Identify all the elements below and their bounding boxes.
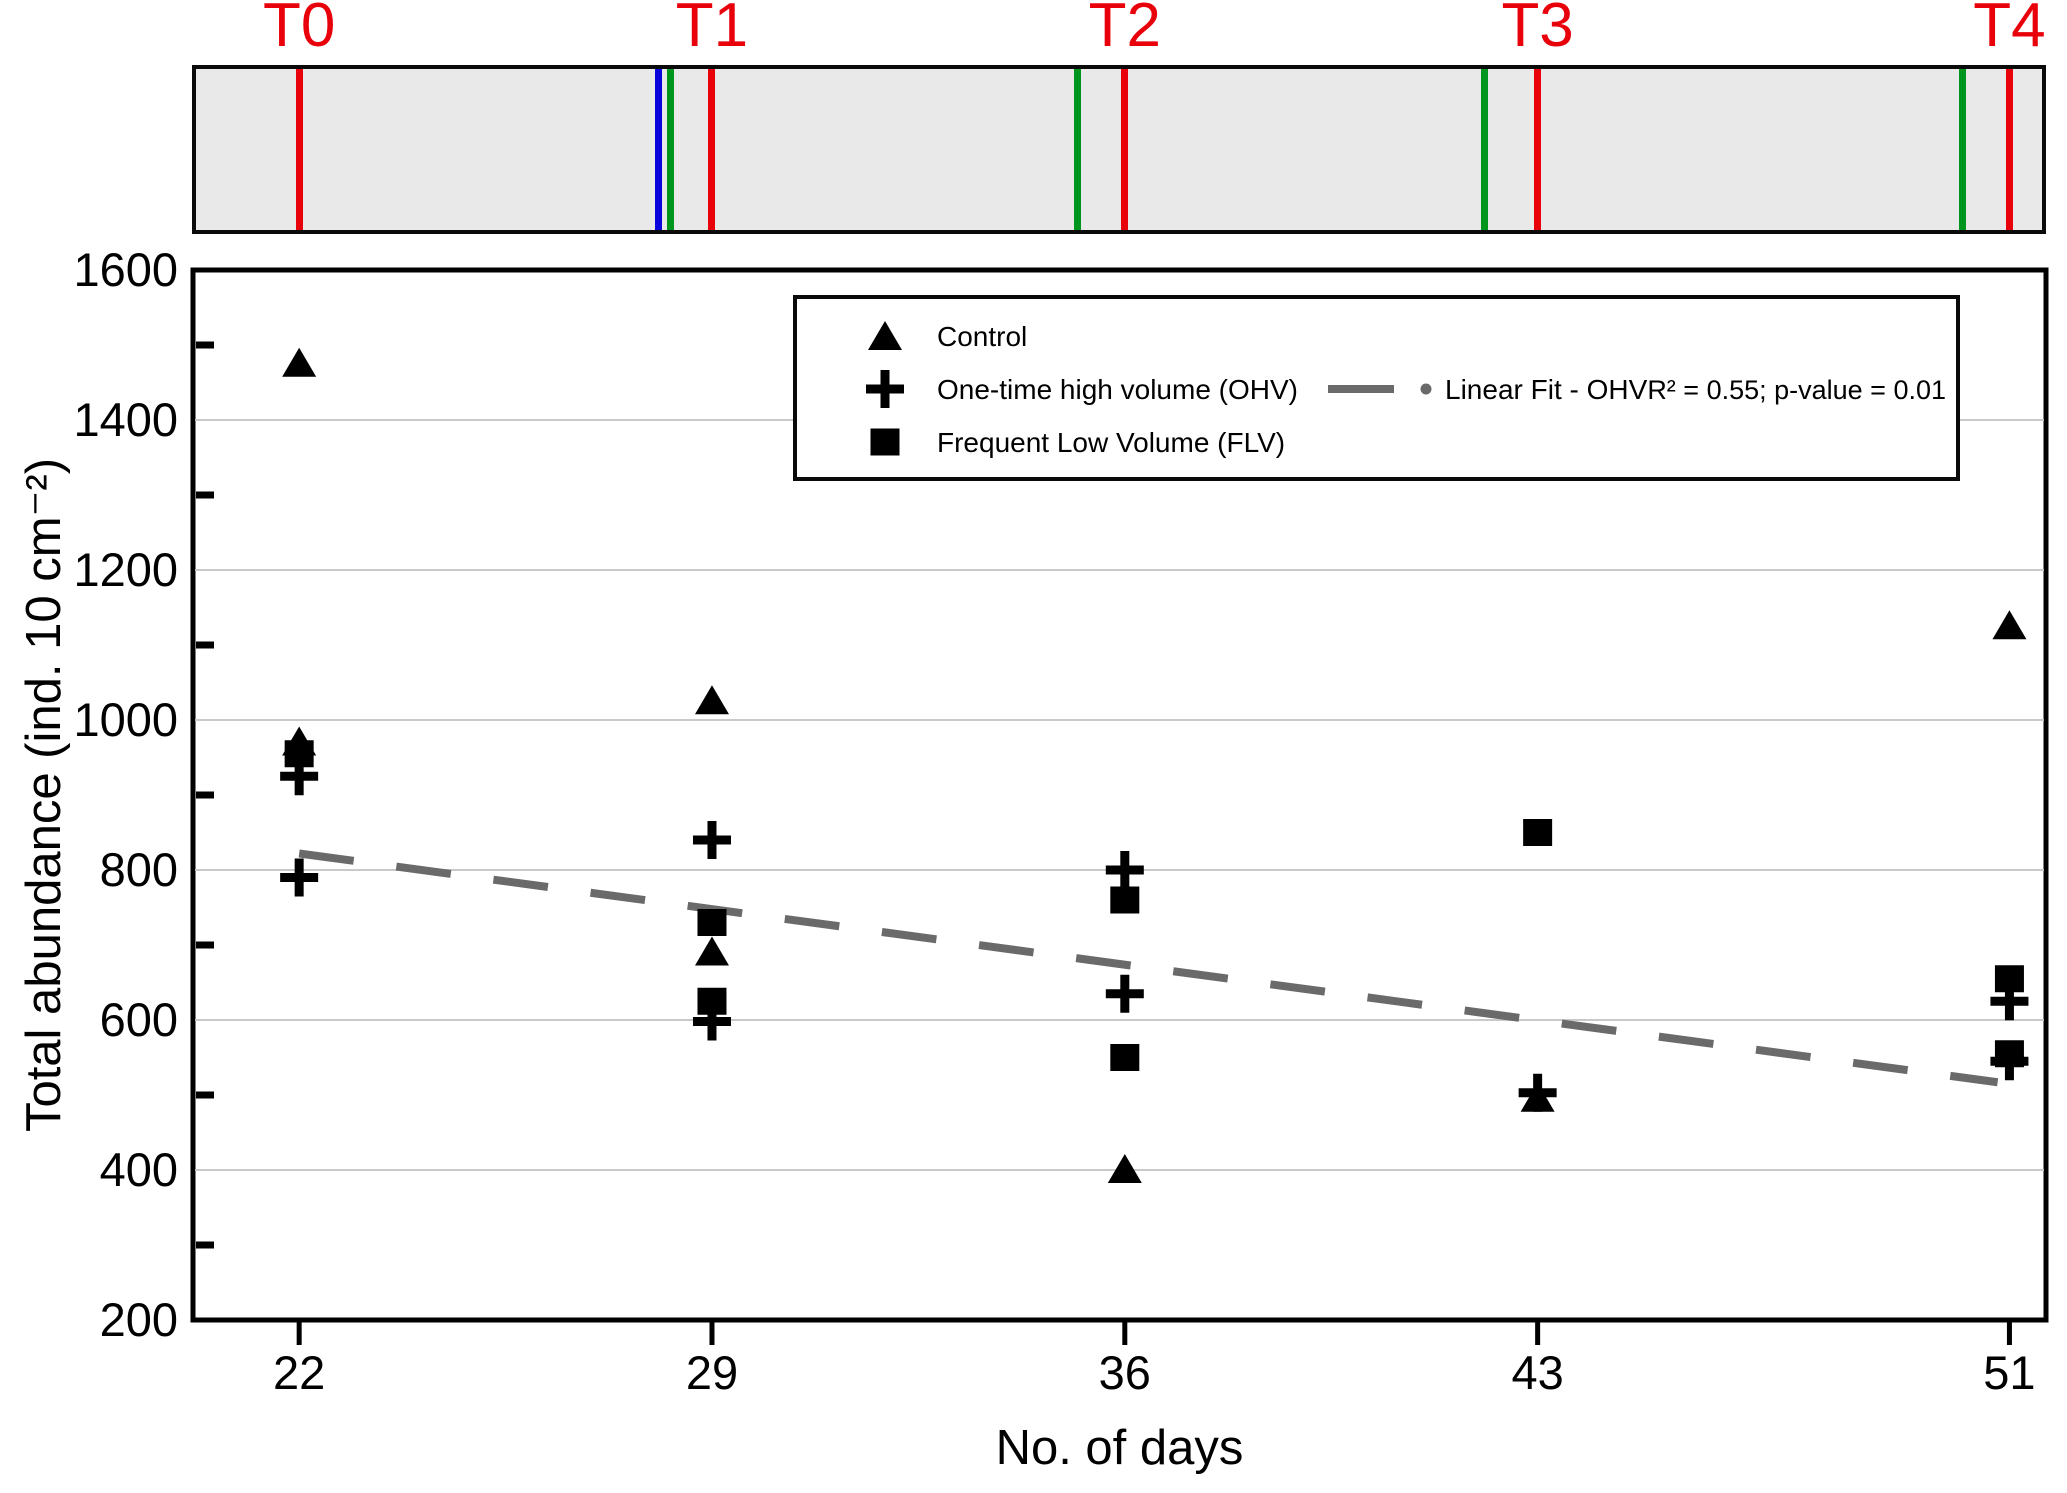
- experiment-timeline-bar: [192, 65, 2046, 234]
- sampling-line: [1534, 69, 1542, 230]
- marker-triangle: [694, 936, 729, 966]
- y-tick-label-1600: 1600: [73, 243, 178, 296]
- marker-square: [1523, 819, 1553, 846]
- x-tick-label-36: 36: [1098, 1346, 1151, 1399]
- marker-triangle: [282, 347, 317, 377]
- marker-square: [1110, 886, 1140, 914]
- marker-square: [1994, 1040, 2024, 1068]
- ohv-application-line: [655, 69, 663, 230]
- timeline-label-T0: T0: [262, 0, 336, 60]
- x-tick-label-51: 51: [1983, 1346, 2036, 1399]
- x-axis-title: No. of days: [995, 1421, 1244, 1475]
- marker-square: [1110, 1044, 1140, 1071]
- marker-square: [1994, 965, 2024, 993]
- y-axis-title: Total abundance (ind. 10 cm⁻²): [17, 457, 71, 1133]
- x-tick-label-22: 22: [273, 1346, 326, 1399]
- legend-box: Control One-time high volume (OHV) Frequ…: [793, 295, 1960, 481]
- timeline-label-T1: T1: [675, 0, 749, 60]
- legend-plus-icon: [866, 370, 904, 408]
- legend-dash-dot-icon: [1420, 383, 1432, 395]
- marker-square: [697, 909, 727, 936]
- marker-square: [284, 740, 314, 768]
- x-tick-label-43: 43: [1511, 1346, 1564, 1399]
- marker-plus: [280, 858, 319, 897]
- sampling-line: [2005, 69, 2013, 230]
- legend-entry-linear-fit: Linear Fit - OHV: [1445, 374, 1648, 405]
- legend-entry-ohv: One-time high volume (OHV): [937, 374, 1299, 405]
- x-tick-label-29: 29: [685, 1346, 739, 1399]
- y-tick-label-1000: 1000: [73, 693, 178, 746]
- y-tick-label-800: 800: [99, 843, 178, 896]
- marker-square: [697, 987, 727, 1015]
- marker-plus: [692, 821, 731, 859]
- timeline-label-T3: T3: [1501, 0, 1574, 60]
- flv-irrigation-line: [1958, 69, 1966, 230]
- legend-entry-control: Control: [937, 321, 1028, 352]
- marker-plus: [1518, 1073, 1557, 1112]
- flv-irrigation-line: [1481, 69, 1489, 230]
- sampling-line: [708, 69, 716, 230]
- marker-triangle: [1107, 1154, 1142, 1183]
- flv-irrigation-line: [1074, 69, 1082, 230]
- marker-plus: [1105, 851, 1144, 889]
- timeline-label-T4: T4: [1973, 0, 2046, 60]
- legend-triangle-icon: [868, 321, 902, 350]
- y-tick-label-600: 600: [99, 993, 178, 1046]
- y-tick-label-200: 200: [99, 1293, 178, 1346]
- marker-plus: [1105, 974, 1144, 1013]
- timeline-label-T2: T2: [1088, 0, 1161, 60]
- y-tick-label-400: 400: [99, 1143, 178, 1196]
- sampling-line: [295, 69, 303, 230]
- marker-triangle: [1992, 610, 2027, 640]
- marker-triangle: [694, 685, 729, 715]
- y-tick-label-1200: 1200: [73, 543, 178, 596]
- flv-irrigation-line: [667, 69, 675, 230]
- legend-marker-samples: [866, 321, 1432, 456]
- y-tick-label-1400: 1400: [73, 393, 178, 446]
- legend-square-icon: [870, 428, 900, 456]
- legend-entry-flv: Frequent Low Volume (FLV): [937, 427, 1286, 458]
- legend-fit-statistics: R² = 0.55; p-value = 0.01: [1647, 375, 1946, 405]
- sampling-line: [1121, 69, 1129, 230]
